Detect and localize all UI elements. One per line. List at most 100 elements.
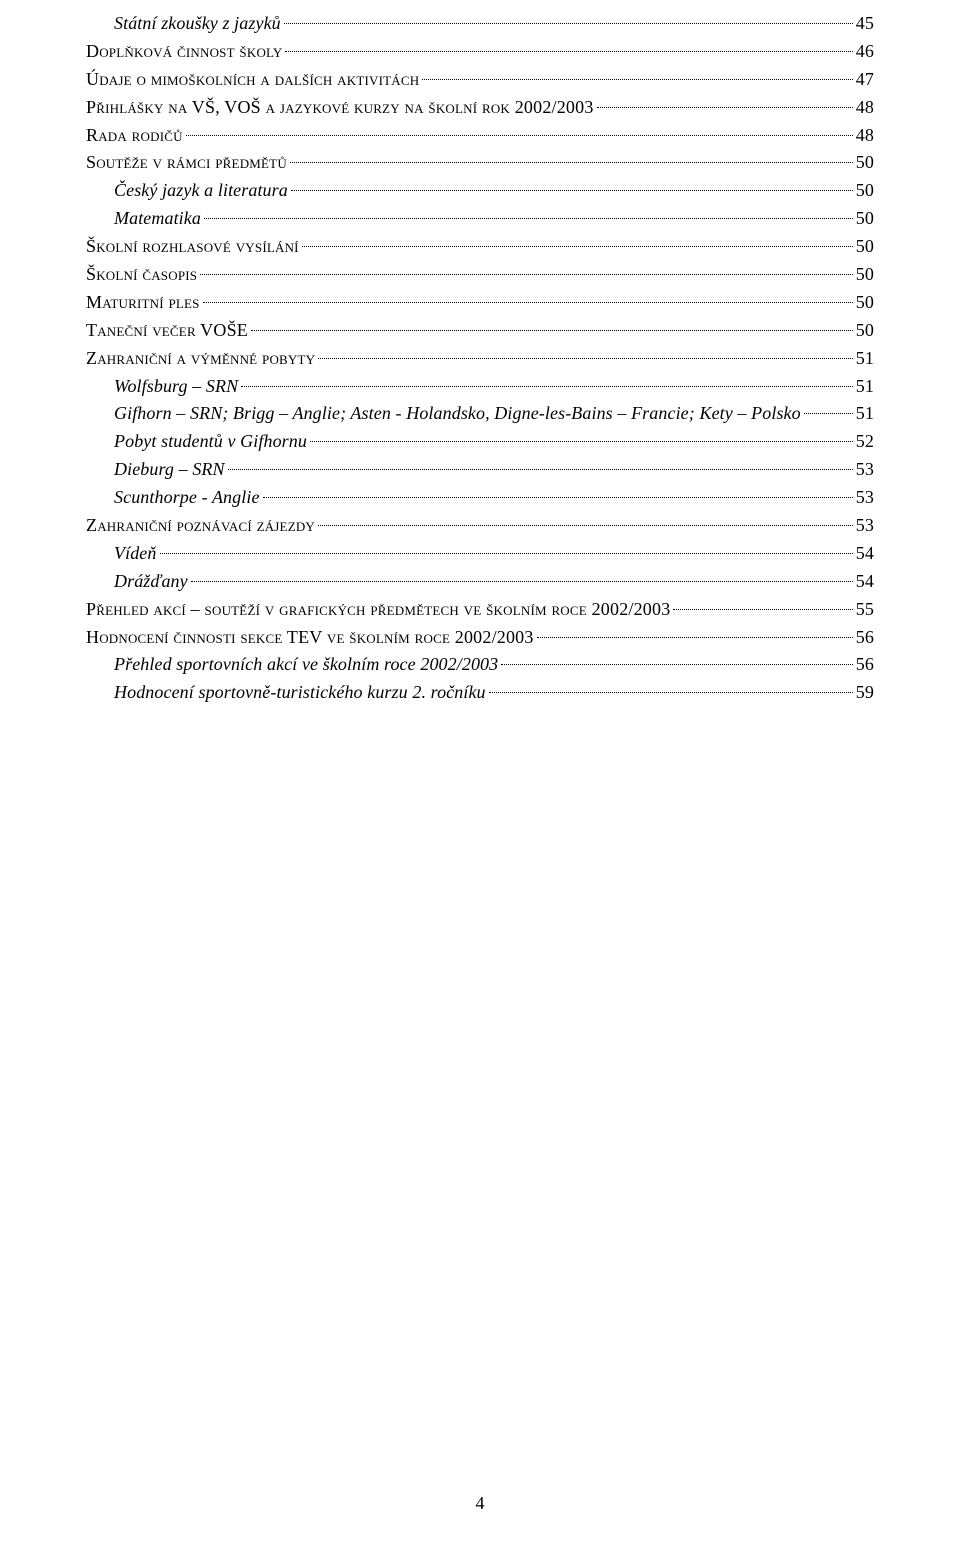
toc-entry: Scunthorpe - Anglie 53 — [86, 484, 874, 512]
toc-leader-dots — [203, 302, 853, 303]
toc-entry-label: Vídeň — [114, 540, 157, 568]
toc-entry-page: 54 — [856, 540, 874, 568]
toc-leader-dots — [200, 274, 853, 275]
toc-entry: Zahraniční a výměnné pobyty 51 — [86, 345, 874, 373]
toc-entry-label: Maturitní ples — [86, 289, 200, 317]
toc-entry: Gifhorn – SRN; Brigg – Anglie; Asten - H… — [86, 400, 874, 428]
toc-entry-page: 53 — [856, 512, 874, 540]
toc-entry: Rada rodičů 48 — [86, 122, 874, 150]
toc-entry-page: 45 — [856, 10, 874, 38]
toc-entry-page: 50 — [856, 205, 874, 233]
toc-leader-dots — [160, 553, 853, 554]
toc-entry: Drážďany 54 — [86, 568, 874, 596]
toc-entry-page: 50 — [856, 261, 874, 289]
toc-entry: Školní časopis 50 — [86, 261, 874, 289]
toc-entry: Přehled akcí – soutěží v grafických před… — [86, 596, 874, 624]
toc-entry-page: 56 — [856, 651, 874, 679]
toc-entry: Údaje o mimoškolních a dalších aktivitác… — [86, 66, 874, 94]
toc-entry-label: Gifhorn – SRN; Brigg – Anglie; Asten - H… — [114, 400, 801, 428]
toc-entry-page: 47 — [856, 66, 874, 94]
toc-leader-dots — [191, 581, 853, 582]
toc-entry: Hodnocení činnosti sekce TEV ve školním … — [86, 624, 874, 652]
toc-entry-label: Drážďany — [114, 568, 188, 596]
toc-entry-label: Doplňková činnost školy — [86, 38, 282, 66]
toc-leader-dots — [673, 609, 852, 610]
toc-entry: Maturitní ples 50 — [86, 289, 874, 317]
toc-entry-label: Taneční večer VOŠE — [86, 317, 248, 345]
toc-entry-page: 53 — [856, 456, 874, 484]
toc-leader-dots — [291, 190, 853, 191]
toc-entry: Školní rozhlasové vysílání 50 — [86, 233, 874, 261]
toc-entry-label: Scunthorpe - Anglie — [114, 484, 260, 512]
toc-leader-dots — [318, 525, 853, 526]
toc-entry-page: 51 — [856, 400, 874, 428]
toc-entry-page: 50 — [856, 289, 874, 317]
toc-leader-dots — [284, 23, 853, 24]
toc-entry-page: 50 — [856, 177, 874, 205]
toc-entry-page: 50 — [856, 233, 874, 261]
toc-entry-label: Soutěže v rámci předmětů — [86, 149, 287, 177]
toc-entry-page: 48 — [856, 94, 874, 122]
document-page: Státní zkoušky z jazyků45Doplňková činno… — [0, 0, 960, 1554]
toc-leader-dots — [302, 246, 853, 247]
toc-entry-page: 51 — [856, 373, 874, 401]
toc-entry-label: Školní časopis — [86, 261, 197, 289]
toc-entry-page: 55 — [856, 596, 874, 624]
toc-leader-dots — [422, 79, 852, 80]
toc-entry: Wolfsburg – SRN 51 — [86, 373, 874, 401]
table-of-contents: Státní zkoušky z jazyků45Doplňková činno… — [86, 10, 874, 707]
toc-entry-page: 46 — [856, 38, 874, 66]
toc-entry-label: Hodnocení činnosti sekce TEV ve školním … — [86, 624, 534, 652]
toc-entry-page: 54 — [856, 568, 874, 596]
toc-leader-dots — [263, 497, 853, 498]
toc-leader-dots — [228, 469, 853, 470]
toc-entry: Soutěže v rámci předmětů 50 — [86, 149, 874, 177]
toc-entry-page: 48 — [856, 122, 874, 150]
toc-entry-label: Pobyt studentů v Gifhornu — [114, 428, 307, 456]
toc-entry: Přihlášky na VŠ, VOŠ a jazykové kurzy na… — [86, 94, 874, 122]
toc-entry: Pobyt studentů v Gifhornu 52 — [86, 428, 874, 456]
toc-entry-page: 53 — [856, 484, 874, 512]
toc-entry-label: Přehled sportovních akcí ve školním roce… — [114, 651, 498, 679]
toc-entry-label: Státní zkoušky z jazyků — [114, 10, 281, 38]
toc-entry-label: Dieburg – SRN — [114, 456, 225, 484]
toc-leader-dots — [241, 386, 853, 387]
toc-entry-label: Matematika — [114, 205, 201, 233]
toc-leader-dots — [597, 107, 853, 108]
toc-entry-page: 52 — [856, 428, 874, 456]
toc-leader-dots — [251, 330, 853, 331]
toc-entry-label: Český jazyk a literatura — [114, 177, 288, 205]
toc-entry-page: 59 — [856, 679, 874, 707]
toc-leader-dots — [489, 692, 853, 693]
toc-entry-page: 51 — [856, 345, 874, 373]
toc-leader-dots — [290, 162, 853, 163]
toc-entry: Doplňková činnost školy 46 — [86, 38, 874, 66]
toc-leader-dots — [537, 637, 853, 638]
toc-entry-label: Hodnocení sportovně-turistického kurzu 2… — [114, 679, 486, 707]
toc-leader-dots — [186, 135, 853, 136]
page-number: 4 — [0, 1493, 960, 1514]
toc-entry-label: Školní rozhlasové vysílání — [86, 233, 299, 261]
toc-leader-dots — [285, 51, 852, 52]
toc-leader-dots — [310, 441, 853, 442]
toc-entry-label: Rada rodičů — [86, 122, 183, 150]
toc-entry-label: Wolfsburg – SRN — [114, 373, 238, 401]
toc-entry-label: Přihlášky na VŠ, VOŠ a jazykové kurzy na… — [86, 94, 594, 122]
toc-entry: Přehled sportovních akcí ve školním roce… — [86, 651, 874, 679]
toc-entry: Státní zkoušky z jazyků 45 — [86, 10, 874, 38]
toc-entry: Zahraniční poznávací zájezdy 53 — [86, 512, 874, 540]
toc-entry-page: 50 — [856, 317, 874, 345]
toc-entry-label: Zahraniční a výměnné pobyty — [86, 345, 315, 373]
toc-entry: Dieburg – SRN 53 — [86, 456, 874, 484]
toc-entry-label: Zahraniční poznávací zájezdy — [86, 512, 315, 540]
toc-leader-dots — [804, 413, 853, 414]
toc-entry: Taneční večer VOŠE 50 — [86, 317, 874, 345]
toc-entry: Hodnocení sportovně-turistického kurzu 2… — [86, 679, 874, 707]
toc-entry-label: Přehled akcí – soutěží v grafických před… — [86, 596, 670, 624]
toc-leader-dots — [204, 218, 853, 219]
toc-entry-label: Údaje o mimoškolních a dalších aktivitác… — [86, 66, 419, 94]
toc-entry: Matematika 50 — [86, 205, 874, 233]
toc-leader-dots — [318, 358, 853, 359]
toc-entry-page: 50 — [856, 149, 874, 177]
toc-leader-dots — [501, 664, 853, 665]
